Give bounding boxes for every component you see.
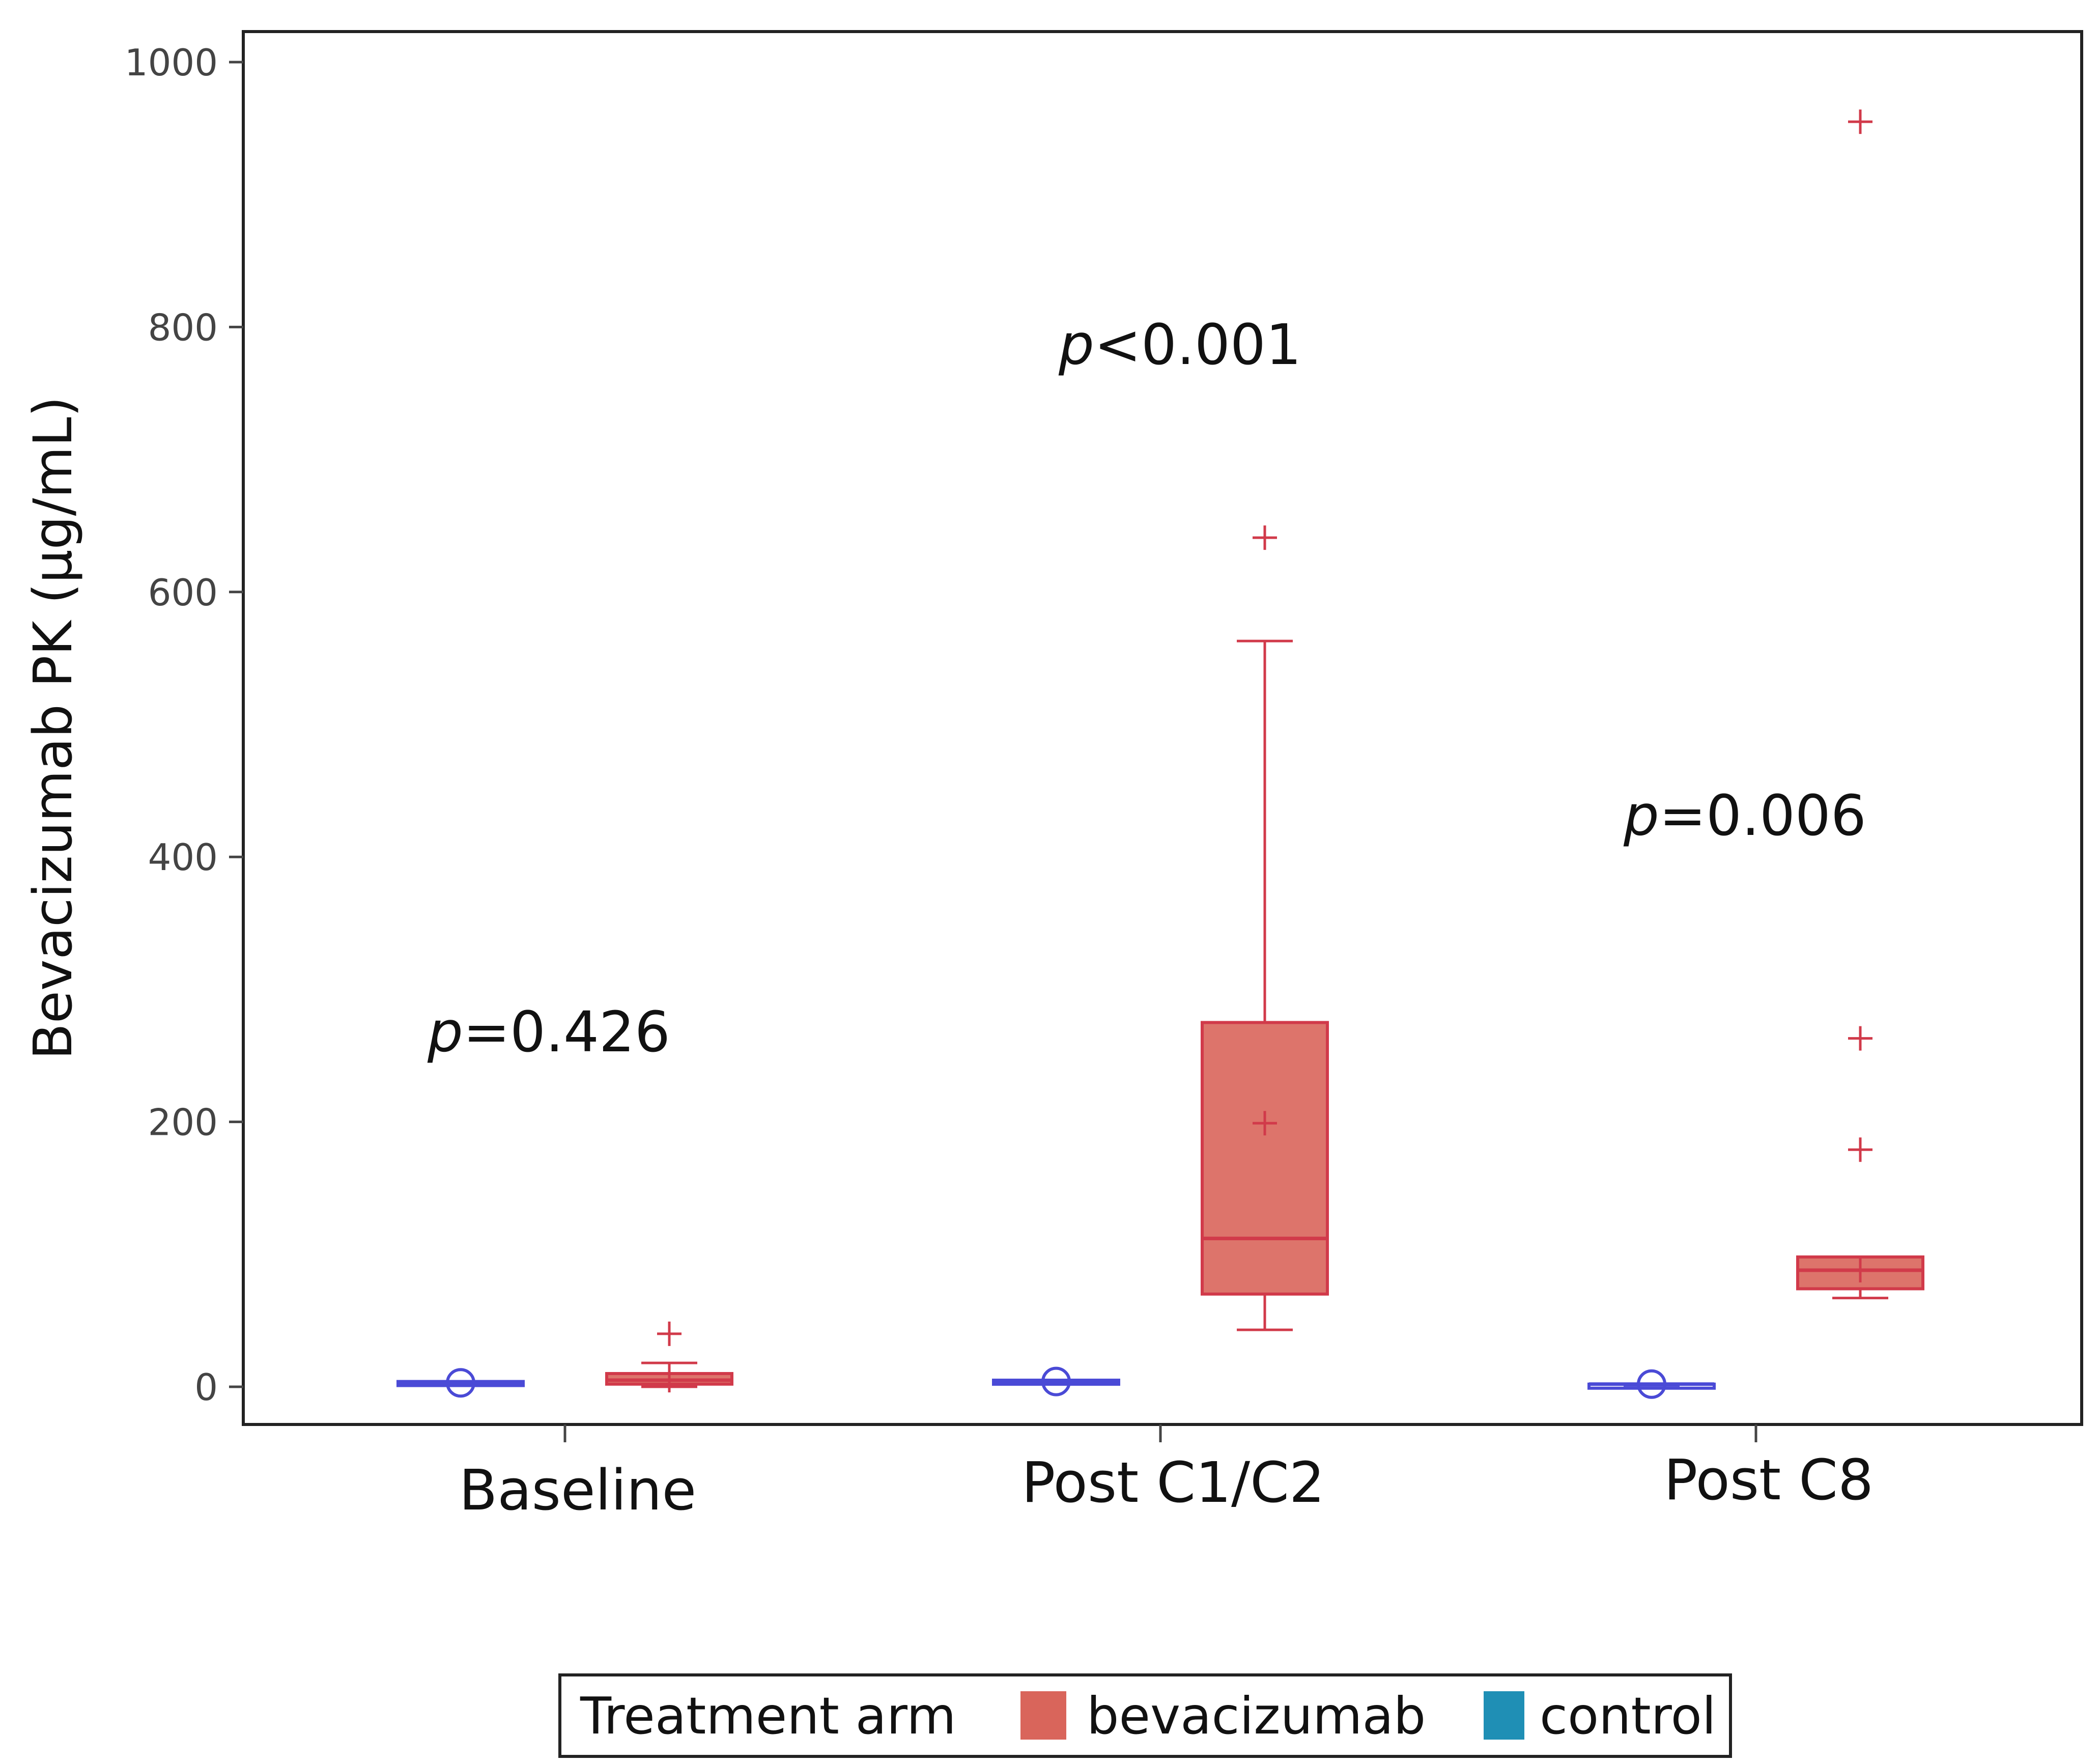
legend: Treatment arm bevacizumab control	[558, 1673, 1732, 1758]
legend-label-bevacizumab: bevacizumab	[1087, 1686, 1426, 1746]
box-outlier	[1848, 109, 1872, 134]
box-mean-marker	[1848, 1258, 1872, 1283]
box-mean-marker	[1637, 1369, 1666, 1399]
p-value-annotation: p<0.001	[1058, 312, 1301, 377]
legend-title: Treatment arm	[580, 1686, 956, 1746]
p-value-annotation: p=0.006	[1623, 783, 1866, 848]
box-control-baseline	[396, 1368, 525, 1398]
legend-swatch-control	[1484, 1691, 1524, 1740]
box-mean-marker	[1253, 1111, 1277, 1136]
x-tick-label-post-c1-c2: Post C1/C2	[1021, 1450, 1325, 1515]
y-axis-title: Bevacizumab PK (µg/mL)	[22, 397, 84, 1060]
y-tick-label: 0	[194, 1366, 218, 1409]
box-outlier	[1848, 1026, 1872, 1051]
box-bevacizumab-post-c8	[1796, 109, 1924, 1300]
p-value-annotation: p=0.426	[427, 999, 670, 1065]
legend-swatch-bevacizumab	[1020, 1691, 1066, 1740]
p-symbol: p	[1623, 783, 1659, 848]
y-axis-ticks: 0 200 400 600 800 1000	[125, 41, 243, 1409]
p-value: =0.426	[463, 999, 670, 1065]
box-bevacizumab-post-c1-c2	[1201, 525, 1329, 1331]
y-tick-label: 600	[148, 571, 218, 614]
x-tick-label-post-c8: Post C8	[1664, 1447, 1874, 1513]
p-value: =0.006	[1659, 783, 1866, 848]
box-outlier	[1848, 1137, 1872, 1162]
x-axis-ticks: Baseline Post C1/C2 Post C8	[459, 1424, 1874, 1523]
box-mean-marker	[446, 1368, 475, 1398]
legend-frame	[558, 1673, 1732, 1758]
box-outlier	[657, 1321, 682, 1346]
box-control-post-c1-c2	[992, 1366, 1120, 1396]
box-outlier	[1253, 525, 1277, 550]
x-tick-label-baseline: Baseline	[459, 1458, 696, 1523]
p-symbol: p	[1058, 312, 1094, 377]
y-tick-label: 200	[148, 1101, 218, 1144]
box-bevacizumab-baseline	[605, 1321, 733, 1392]
plot-area-frame	[242, 30, 2083, 1426]
box-mean-marker	[657, 1367, 682, 1392]
y-tick-label: 800	[148, 306, 218, 349]
box-series	[396, 109, 1924, 1399]
y-tick-label: 400	[148, 836, 218, 879]
y-tick-label: 1000	[125, 41, 218, 84]
box-iqr	[1201, 1021, 1329, 1296]
p-value: <0.001	[1094, 312, 1301, 377]
p-symbol: p	[427, 999, 463, 1065]
box-control-post-c8	[1587, 1369, 1716, 1399]
box-mean-marker	[1041, 1366, 1071, 1396]
legend-label-control: control	[1540, 1686, 1716, 1746]
